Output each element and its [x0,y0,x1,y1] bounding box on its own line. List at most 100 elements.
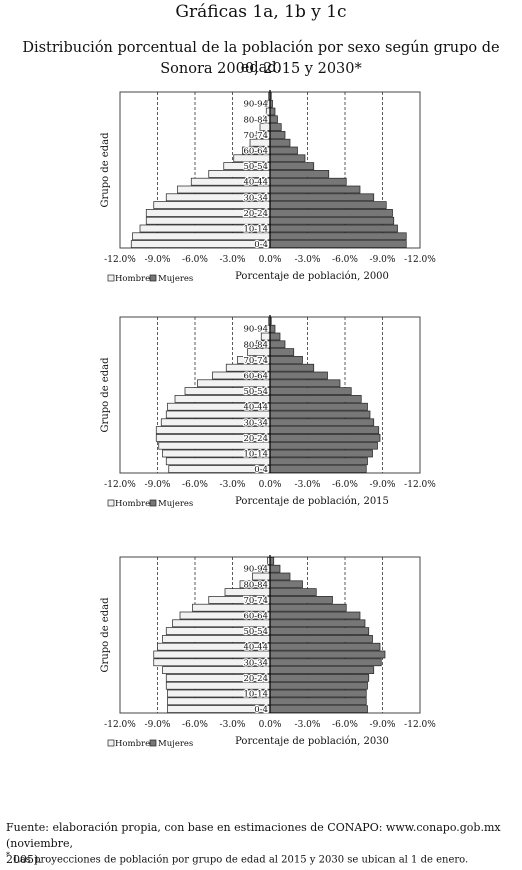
age-group-label: 0-4 [254,705,268,715]
bar-mujeres-85-89 [269,107,276,116]
pyramid-chart-2015: 0-4 10-14 20-24 30-34 40-44 50-54 60-64 70-74 80… [0,305,522,515]
footnote-marker: * [6,851,10,860]
bar-mujeres-60-64 [269,146,298,155]
age-group-label: 70-74 [243,596,268,606]
x-tick-label: -3.0% [220,480,246,490]
x-tick-label: -12.0% [404,720,436,730]
bar-mujeres-10-14 [269,689,367,698]
bar-mujeres-70-74 [269,131,286,139]
bar-mujeres-85-89 [269,572,291,581]
bar-mujeres-80-84 [269,115,278,124]
pyramid-chart-2000: 0-4 10-14 20-24 30-34 40-44 50-54 60-64 70-74 80… [0,80,522,290]
age-group-label: 20-24 [243,674,268,684]
legend-label-hombres: Hombres [115,274,155,284]
bar-mujeres-10-14 [269,449,373,458]
age-group-label: 10-14 [243,690,268,700]
x-tick-label: -3.0% [220,720,246,730]
bar-mujeres-25-29 [269,201,387,209]
legend-label-mujeres: Mujeres [158,274,193,284]
bar-mujeres-35-39 [269,650,386,659]
x-tick-label: 0.0% [259,480,282,490]
y-axis-label: Grupo de edad [100,597,111,673]
age-group-label: 90-94 [243,325,268,335]
bar-mujeres-30-34 [269,193,375,202]
x-tick-label: -3.0% [220,255,246,265]
x-tick-label: -6.0% [332,720,358,730]
x-tick-label: -3.0% [295,720,321,730]
bar-mujeres-75-79 [269,588,317,596]
x-tick-label: -12.0% [404,255,436,265]
bar-mujeres-40-44 [269,177,347,186]
bar-mujeres-20-24 [269,434,381,442]
bar-mujeres-30-34 [269,658,382,667]
bar-mujeres-15-19 [269,216,395,225]
bar-mujeres-10-14 [269,224,398,233]
bar-mujeres-0-4 [269,465,367,473]
bar-mujeres-40-44 [269,642,381,651]
bar-mujeres-60-64 [269,371,328,380]
x-tick-label: -3.0% [295,480,321,490]
x-tick-label: -9.0% [370,255,396,265]
source-line-2: 2005). [6,852,42,866]
age-group-label: 20-24 [243,209,268,219]
bar-mujeres-15-19 [269,441,378,450]
age-group-label: 30-34 [243,193,268,203]
legend-swatch-mujeres [149,739,157,747]
x-tick-label: -3.0% [295,255,321,265]
footnote-text: Las proyecciones de población por grupo … [10,854,469,866]
pyramid-chart-2015-svg: 0-4 10-14 20-24 30-34 40-44 50-54 60-64 70-74 80… [100,315,436,509]
bar-mujeres-85-89 [269,332,281,341]
age-group-label: 40-44 [243,643,268,653]
bar-mujeres-0-4 [269,705,368,713]
bar-mujeres-75-79 [269,123,282,131]
bar-mujeres-15-19 [269,681,368,690]
age-group-label: 30-34 [243,658,268,668]
x-axis-label: Porcentaje de población, 2015 [235,496,389,507]
age-group-label: 90-94 [243,565,268,575]
page-title: Gráficas 1a, 1b y 1c [175,2,347,22]
legend-label-hombres: Hombres [115,499,155,509]
age-group-label: 0-4 [254,465,268,475]
age-group-label: 40-44 [243,178,268,188]
x-tick-label: 0.0% [259,720,282,730]
age-group-label: 80-84 [243,580,268,590]
x-tick-label: -12.0% [104,480,136,490]
bar-mujeres-65-69 [269,363,315,372]
pyramid-chart-2030: 0-4 10-14 20-24 30-34 40-44 50-54 60-64 70-74 80… [0,545,522,755]
bar-mujeres-40-44 [269,402,368,411]
x-tick-label: 0.0% [259,255,282,265]
bar-mujeres-35-39 [269,185,361,194]
age-group-label: 60-64 [243,147,268,157]
bar-mujeres-5-9 [269,232,407,241]
legend-swatch-mujeres [149,274,157,282]
bar-mujeres-90-94 [269,324,276,333]
bar-mujeres-65-69 [269,138,291,147]
bar-mujeres-75-79 [269,348,295,356]
x-tick-label: -6.0% [182,255,208,265]
chart-subtitle-line-2: Sonora 2000, 2015 y 2030* [160,61,362,77]
bar-mujeres-60-64 [269,611,361,620]
bar-mujeres-20-24 [269,674,370,682]
bar-mujeres-65-69 [269,603,347,612]
legend-swatch-mujeres [149,499,157,507]
age-group-label: 50-54 [243,387,268,397]
bar-mujeres-25-29 [269,426,380,434]
bar-mujeres-90-94 [269,564,281,573]
age-group-label: 90-94 [243,100,268,110]
legend-label-mujeres: Mujeres [158,499,193,509]
bar-mujeres-70-74 [269,356,303,364]
bar-mujeres-0-4 [269,240,407,248]
bar-mujeres-45-49 [269,395,362,403]
x-axis-label: Porcentaje de población, 2030 [235,736,389,747]
age-group-label: 50-54 [243,627,268,637]
bar-mujeres-5-9 [269,457,368,466]
pyramid-chart-2000-svg: 0-4 10-14 20-24 30-34 40-44 50-54 60-64 70-74 80… [100,90,436,284]
age-group-label: 10-14 [243,225,268,235]
bar-mujeres-80-84 [269,580,303,589]
bar-mujeres-25-29 [269,666,375,674]
legend-swatch-hombres [107,739,115,747]
bar-mujeres-50-54 [269,627,370,635]
age-group-label: 50-54 [243,162,268,172]
x-tick-label: -6.0% [332,480,358,490]
x-tick-label: -9.0% [370,720,396,730]
